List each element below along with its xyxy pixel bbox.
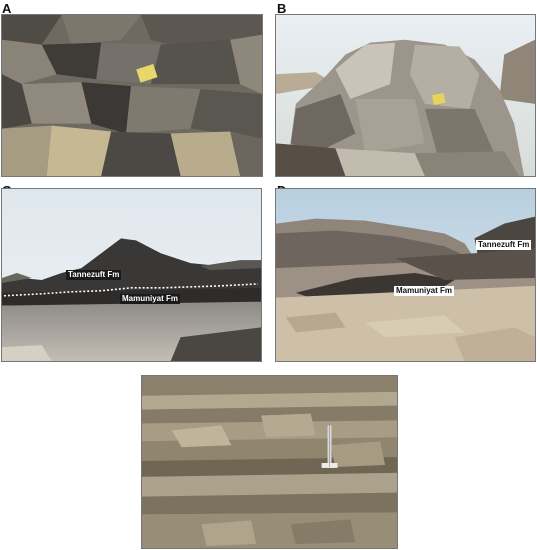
label-tannezuft-fm-c: Tannezuft Fm <box>66 270 122 280</box>
photo-d-valley-outcrop: Tannezuft Fm Mamuniyat Fm <box>275 188 536 362</box>
label-mamuniyat-fm-c: Mamuniyat Fm <box>120 294 181 304</box>
panel-letter-b: B <box>277 1 287 16</box>
label-mamuniyat-fm-d: Mamuniyat Fm <box>394 286 455 296</box>
panel-letter-a: A <box>2 1 12 16</box>
photo-c-hill-outcrop: Tannezuft Fm Mamuniyat Fm <box>1 188 262 362</box>
label-tannezuft-fm-d: Tannezuft Fm <box>476 240 532 250</box>
photo-e-bedded-strata <box>141 375 398 549</box>
photo-b-boulders <box>275 14 536 177</box>
photo-a-rock-debris <box>1 14 263 177</box>
